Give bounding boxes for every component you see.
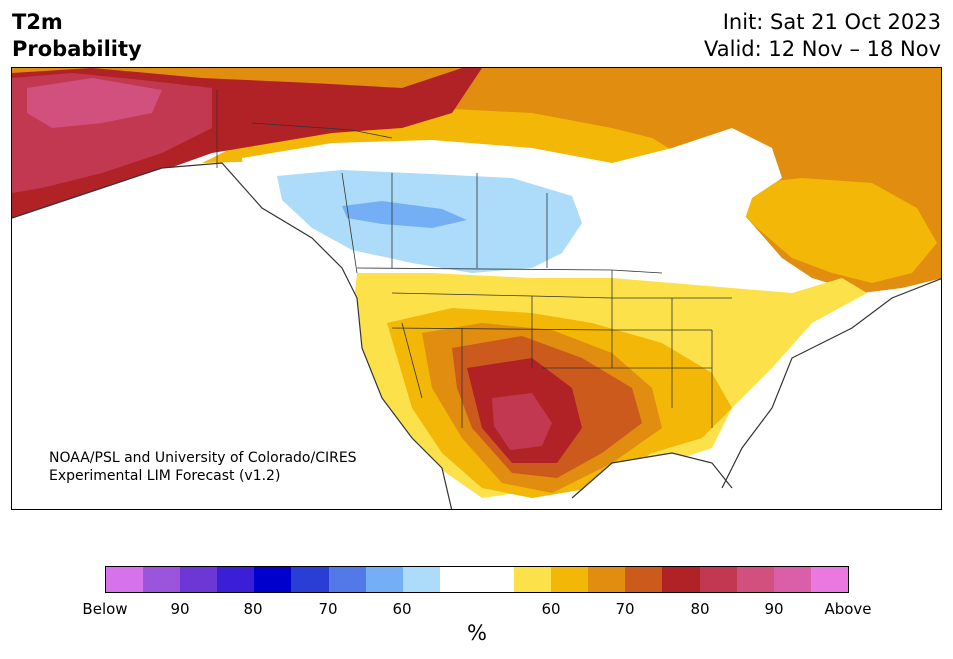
colorbar-segment — [514, 567, 552, 592]
probability-colorbar — [105, 566, 849, 593]
colorbar-tick-label: 60 — [392, 600, 412, 618]
colorbar-tick-label: 80 — [243, 600, 263, 618]
colorbar-tick-label: 80 — [690, 600, 710, 618]
colorbar-segment — [254, 567, 292, 592]
colorbar-segment — [699, 567, 737, 592]
colorbar-segment — [180, 567, 218, 592]
colorbar-segment — [439, 567, 477, 592]
ocean-gulf — [572, 453, 732, 509]
region-hudson-neutral — [612, 128, 782, 273]
colorbar-tick-label: 90 — [764, 600, 784, 618]
colorbar-segment — [476, 567, 515, 592]
colorbar-tick-label: 90 — [170, 600, 190, 618]
map-title: T2m Probability — [12, 9, 142, 63]
colorbar-segment — [365, 567, 403, 592]
colorbar-segment — [736, 567, 774, 592]
colorbar-segment — [328, 567, 366, 592]
credit-line-1: NOAA/PSL and University of Colorado/CIRE… — [49, 450, 357, 466]
colorbar-segment — [588, 567, 626, 592]
colorbar-tick-label: 70 — [615, 600, 635, 618]
colorbar-segment — [291, 567, 329, 592]
colorbar-segment — [217, 567, 255, 592]
colorbar-segment — [810, 567, 848, 592]
colorbar-segment — [625, 567, 663, 592]
region-texas-core — [492, 393, 552, 450]
init-date: Init: Sat 21 Oct 2023 — [722, 10, 941, 34]
forecast-map: NOAA/PSL and University of Colorado/CIRE… — [11, 67, 942, 510]
colorbar-tick-label: Below — [82, 600, 128, 618]
coastline — [12, 162, 941, 509]
colorbar-segment — [773, 567, 811, 592]
colorbar-segment — [551, 567, 589, 592]
map-canvas — [12, 68, 941, 509]
map-credit: NOAA/PSL and University of Colorado/CIRE… — [49, 449, 357, 485]
forecast-dates: Init: Sat 21 Oct 2023 Valid: 12 Nov – 18… — [704, 9, 941, 63]
colorbar-segment — [143, 567, 181, 592]
colorbar-segment — [662, 567, 700, 592]
colorbar-unit: % — [467, 621, 487, 645]
colorbar-tick-label: Above — [824, 600, 872, 618]
ocean-atlantic — [722, 278, 941, 509]
colorbar-tick-label: 70 — [318, 600, 338, 618]
colorbar-tick-label: 60 — [541, 600, 561, 618]
region-canada-warm — [12, 68, 941, 293]
ocean-pacific — [12, 163, 452, 509]
title-quantity: Probability — [12, 37, 142, 61]
region-plains-cooler — [342, 201, 467, 228]
political-borders — [216, 90, 732, 428]
region-alaska-core — [27, 78, 162, 128]
title-variable: T2m — [12, 10, 63, 34]
colorbar-segment — [402, 567, 440, 592]
credit-line-2: Experimental LIM Forecast (v1.2) — [49, 468, 281, 484]
valid-range: Valid: 12 Nov – 18 Nov — [704, 37, 941, 61]
colorbar-segment — [106, 567, 144, 592]
